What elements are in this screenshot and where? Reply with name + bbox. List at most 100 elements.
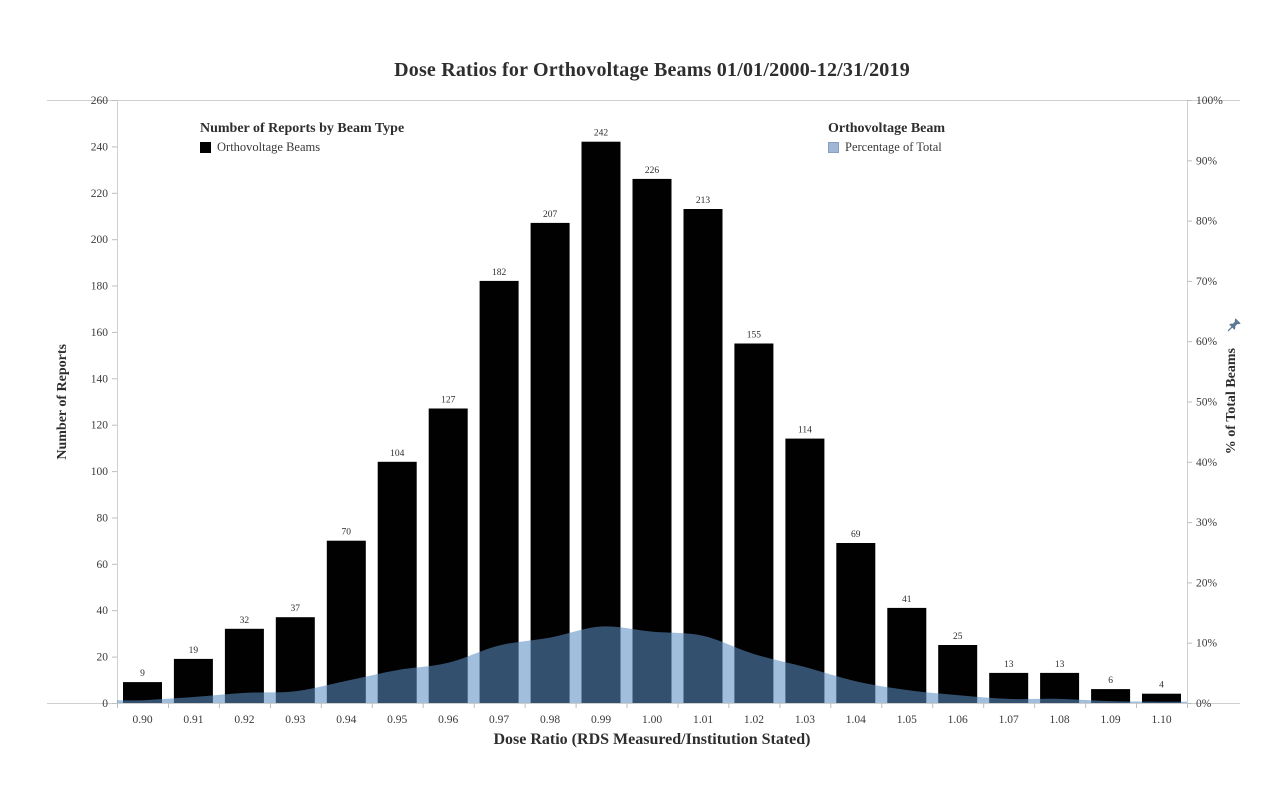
- bar-value-label: 155: [747, 331, 762, 341]
- x-tick-label: 1.02: [744, 714, 764, 726]
- bar-1.08[interactable]: [1040, 672, 1080, 703]
- black-square-swatch-icon: [200, 142, 211, 153]
- x-tick-label: 0.95: [387, 714, 407, 726]
- x-tick-label: 1.00: [642, 714, 662, 726]
- right-y-tick-label: 10%: [1196, 638, 1218, 650]
- left-y-tick-label: 120: [91, 420, 109, 432]
- bar-1.03[interactable]: [785, 438, 825, 703]
- bar-0.95[interactable]: [377, 461, 417, 703]
- x-tick-label: 0.93: [285, 714, 305, 726]
- bar-0.93[interactable]: [275, 617, 315, 703]
- bar-1.02[interactable]: [734, 343, 774, 704]
- legend-item-label: Orthovoltage Beams: [217, 140, 321, 154]
- legend-bars-title: Number of Reports by Beam Type: [200, 121, 405, 136]
- bar-value-label: 104: [390, 449, 405, 459]
- bar-0.99[interactable]: [581, 141, 621, 703]
- x-tick-label: 0.92: [234, 714, 254, 726]
- x-tick-label: 0.94: [336, 714, 356, 726]
- bar-1.04[interactable]: [836, 543, 876, 703]
- x-tick-label: 1.10: [1151, 714, 1171, 726]
- bar-value-label: 19: [189, 646, 199, 656]
- left-y-tick-label: 0: [102, 698, 108, 710]
- right-y-tick-label: 40%: [1196, 457, 1218, 469]
- bar-value-label: 182: [492, 268, 507, 278]
- left-y-tick-label: 60: [97, 559, 109, 571]
- bar-value-label: 226: [645, 166, 660, 176]
- bar-1.06[interactable]: [938, 645, 978, 703]
- right-y-tick-label: 50%: [1196, 397, 1218, 409]
- bar-0.92[interactable]: [224, 628, 264, 703]
- blue-square-swatch-icon: [828, 142, 839, 153]
- bar-value-label: 70: [342, 528, 352, 538]
- left-y-tick-label: 220: [91, 188, 109, 200]
- bar-1.09[interactable]: [1091, 689, 1131, 703]
- right-y-tick-label: 70%: [1196, 276, 1218, 288]
- bar-value-label: 25: [953, 632, 963, 642]
- right-y-tick-label: 60%: [1196, 336, 1218, 348]
- bar-value-label: 32: [240, 616, 250, 626]
- legend-item-label: Percentage of Total: [845, 140, 942, 154]
- right-y-tick-label: 90%: [1196, 155, 1218, 167]
- bar-1.05[interactable]: [887, 607, 927, 703]
- left-y-tick-label: 80: [97, 513, 109, 525]
- legend-item-percentage-of-total[interactable]: Percentage of Total: [828, 140, 945, 155]
- bar-value-label: 9: [140, 669, 145, 679]
- bar-value-label: 37: [291, 604, 301, 614]
- left-y-tick-label: 20: [97, 652, 109, 664]
- bar-value-label: 13: [1055, 660, 1065, 670]
- bar-0.97[interactable]: [479, 280, 519, 703]
- bar-1.00[interactable]: [632, 178, 672, 703]
- x-tick-label: 1.04: [846, 714, 866, 726]
- x-tick-label: 1.03: [795, 714, 815, 726]
- x-tick-label: 0.90: [132, 714, 152, 726]
- bar-0.91[interactable]: [173, 658, 213, 703]
- bar-0.90[interactable]: [123, 682, 162, 703]
- bar-0.94[interactable]: [326, 540, 366, 703]
- bar-value-label: 207: [543, 210, 558, 220]
- right-y-tick-label: 80%: [1196, 216, 1218, 228]
- x-axis-title: Dose Ratio (RDS Measured/Institution Sta…: [493, 731, 811, 748]
- page-title: Dose Ratios for Orthovoltage Beams 01/01…: [394, 59, 910, 81]
- right-y-tick-label: 30%: [1196, 517, 1218, 529]
- bar-1.10[interactable]: [1142, 693, 1181, 703]
- bar-1.01[interactable]: [683, 209, 723, 703]
- right-y-tick-label: 0%: [1196, 698, 1212, 710]
- x-tick-label: 1.05: [897, 714, 917, 726]
- bar-value-label: 127: [441, 396, 456, 406]
- bar-value-label: 213: [696, 196, 711, 206]
- x-tick-label: 0.97: [489, 714, 509, 726]
- x-tick-label: 0.96: [438, 714, 458, 726]
- left-y-tick-label: 40: [97, 605, 109, 617]
- x-tick-label: 1.09: [1101, 714, 1121, 726]
- x-tick-label: 1.08: [1050, 714, 1070, 726]
- bar-1.07[interactable]: [989, 672, 1029, 703]
- bar-value-label: 114: [798, 426, 812, 436]
- left-y-tick-label: 200: [91, 234, 109, 246]
- legend-area: Orthovoltage Beam Percentage of Total: [828, 121, 945, 155]
- bar-value-label: 242: [594, 129, 609, 139]
- left-y-tick-label: 240: [91, 141, 109, 153]
- pushpin-icon[interactable]: [1227, 318, 1241, 332]
- chart-plot[interactable]: 0 20 40 60 80 100 120 140 160 180 200 220 240 260 0% 10…: [40, 92, 1250, 740]
- right-y-tick-label: 100%: [1196, 95, 1223, 107]
- bar-value-label: 4: [1159, 681, 1164, 691]
- percentage-of-total-area[interactable]: [117, 626, 1187, 703]
- right-y-tick-label: 20%: [1196, 577, 1218, 589]
- left-y-tick-label: 100: [91, 466, 109, 478]
- legend-item-orthovoltage-beams[interactable]: Orthovoltage Beams: [200, 140, 404, 155]
- x-tick-label: 0.91: [183, 714, 203, 726]
- bar-0.96[interactable]: [428, 408, 468, 704]
- bar-value-label: 69: [851, 530, 861, 540]
- x-tick-label: 1.01: [693, 714, 713, 726]
- left-y-tick-label: 140: [91, 373, 109, 385]
- legend-area-title: Orthovoltage Beam: [828, 121, 946, 136]
- bar-0.98[interactable]: [530, 222, 570, 703]
- bar-value-label: 41: [902, 595, 912, 605]
- left-y-tick-label: 260: [91, 95, 109, 107]
- x-tick-label: 0.98: [540, 714, 560, 726]
- bar-value-label: 13: [1004, 660, 1014, 670]
- x-tick-label: 0.99: [591, 714, 611, 726]
- x-tick-label: 1.06: [948, 714, 968, 726]
- legend-bars: Number of Reports by Beam Type Orthovolt…: [200, 121, 404, 155]
